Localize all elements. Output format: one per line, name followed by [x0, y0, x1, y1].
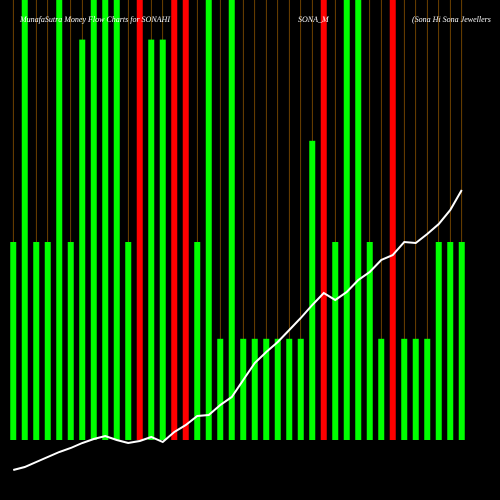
bar	[136, 0, 143, 440]
bar	[389, 0, 396, 440]
bar	[366, 242, 373, 440]
bar	[159, 39, 166, 440]
bar	[297, 338, 304, 440]
bar	[10, 242, 17, 440]
bar	[424, 338, 431, 440]
price-line	[12, 189, 463, 471]
bar	[286, 338, 293, 440]
bar	[332, 242, 339, 440]
bar	[102, 0, 109, 440]
bar	[412, 338, 419, 440]
bar	[378, 338, 385, 440]
bar	[240, 338, 247, 440]
company-name: (Sona Hi Sona Jewellers	[412, 15, 491, 24]
bar	[21, 0, 28, 440]
bar	[435, 242, 442, 440]
bar	[205, 0, 212, 440]
bar	[56, 0, 63, 440]
chart-subtitle: SONA_M	[298, 15, 330, 24]
bar	[125, 242, 132, 440]
bar	[182, 0, 189, 440]
bar	[343, 0, 350, 440]
bar	[263, 338, 270, 440]
bar	[458, 242, 465, 440]
bar	[447, 242, 454, 440]
bar	[171, 0, 178, 440]
bar	[251, 338, 258, 440]
bar	[401, 338, 408, 440]
bar	[274, 338, 281, 440]
bar	[228, 0, 235, 440]
bar	[67, 242, 74, 440]
bar	[355, 0, 362, 440]
bar	[320, 0, 327, 440]
plot	[10, 0, 465, 471]
bar	[113, 0, 120, 440]
bar	[33, 242, 40, 440]
bar	[44, 242, 51, 440]
bar	[194, 242, 201, 440]
bar	[148, 39, 155, 440]
bar	[309, 140, 316, 441]
bar	[79, 39, 86, 440]
bar	[217, 338, 224, 440]
bar	[90, 0, 97, 440]
chart-title: MunafaSutra Money Flow Charts for SONAHI	[19, 15, 170, 24]
